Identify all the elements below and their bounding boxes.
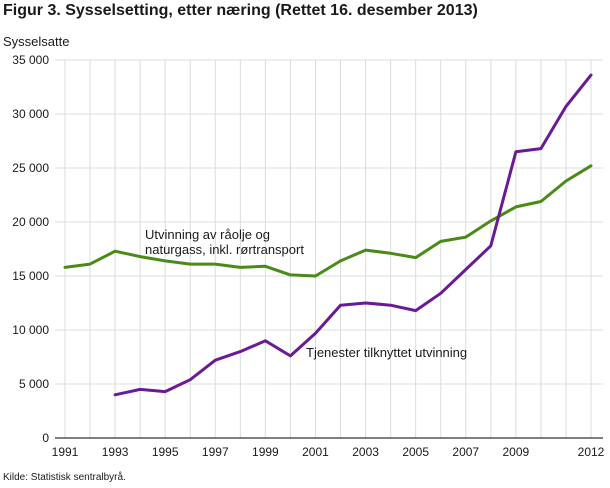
series-label-1-line: Utvinning av råolje og — [145, 227, 270, 242]
series-label-1-line: naturgass, inkl. rørtransport — [145, 242, 304, 257]
series-label-2-line: Tjenester tilknyttet utvinning — [306, 345, 467, 360]
y-tick-label: 15 000 — [12, 269, 49, 283]
source-note: Kilde: Statistisk sentralbyrå. — [3, 472, 126, 483]
x-tick-label: 2003 — [352, 445, 379, 459]
chart-title: Figur 3. Sysselsetting, etter næring (Re… — [3, 2, 478, 19]
tick-labels: 0 5 000 10 000 15 000 20 000 25 000 30 000 35 0… — [12, 53, 604, 459]
series-label-2: Tjenester tilknyttet utvinning — [306, 345, 467, 360]
series-label-1: Utvinning av råolje og naturgass, inkl. r… — [145, 227, 304, 257]
x-tick-label: 1999 — [252, 445, 279, 459]
y-tick-label: 30 000 — [12, 107, 49, 121]
x-tick-label: 1991 — [52, 445, 79, 459]
grid-lines — [55, 59, 603, 438]
x-tick-label: 2009 — [503, 445, 530, 459]
x-tick-label: 1997 — [202, 445, 229, 459]
y-axis-title: Sysselsatte — [3, 34, 70, 49]
series-line-1 — [63, 164, 593, 278]
x-tick-label: 2007 — [452, 445, 479, 459]
series-lines — [63, 73, 593, 397]
series-labels: Utvinning av råolje og naturgass, inkl. r… — [145, 227, 467, 360]
y-tick-label: 35 000 — [12, 53, 49, 67]
x-tick-label: 1995 — [152, 445, 179, 459]
x-tick-label: 2001 — [302, 445, 329, 459]
x-tick-label: 2012 — [578, 445, 605, 459]
x-tick-label: 1993 — [102, 445, 129, 459]
y-tick-label: 10 000 — [12, 323, 49, 337]
y-tick-label: 20 000 — [12, 215, 49, 229]
series-line-2 — [113, 73, 593, 397]
y-tick-label: 25 000 — [12, 161, 49, 175]
y-tick-label: 0 — [42, 431, 49, 445]
x-tick-label: 2005 — [402, 445, 429, 459]
y-tick-label: 5 000 — [19, 377, 49, 391]
